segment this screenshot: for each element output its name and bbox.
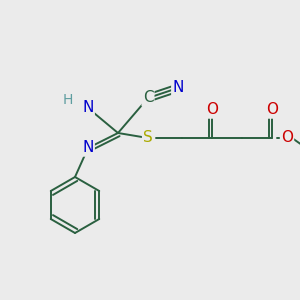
Text: H: H xyxy=(63,93,73,107)
Text: O: O xyxy=(281,130,293,146)
Text: O: O xyxy=(206,103,218,118)
Text: N: N xyxy=(172,80,184,95)
Text: O: O xyxy=(266,103,278,118)
Text: N: N xyxy=(82,140,94,155)
Text: N: N xyxy=(82,100,94,116)
Text: C: C xyxy=(143,91,153,106)
Text: S: S xyxy=(143,130,153,146)
